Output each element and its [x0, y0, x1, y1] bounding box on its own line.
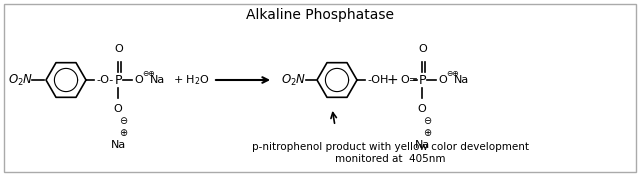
Text: -O-: -O-: [96, 75, 113, 85]
Text: O: O: [134, 75, 143, 85]
Text: O: O: [115, 44, 124, 54]
Text: ⊖⊕: ⊖⊕: [142, 68, 155, 77]
Text: O: O: [418, 104, 426, 114]
Text: + H$_2$O: + H$_2$O: [173, 73, 210, 87]
Text: p-nitrophenol product with yellow color development
monitored at  405nm: p-nitrophenol product with yellow color …: [252, 142, 529, 164]
Text: ⊖: ⊖: [119, 116, 127, 126]
Text: $O_2N$: $O_2N$: [281, 73, 307, 87]
Text: ⊕: ⊕: [423, 128, 431, 138]
Text: Na: Na: [414, 140, 429, 150]
Text: O=: O=: [400, 75, 418, 85]
Text: ⊖: ⊖: [423, 116, 431, 126]
Text: ⊖⊕: ⊖⊕: [446, 68, 459, 77]
Text: P: P: [419, 74, 426, 86]
Text: Na: Na: [110, 140, 125, 150]
Text: +: +: [386, 73, 398, 87]
Text: O: O: [114, 104, 122, 114]
Text: O: O: [438, 75, 447, 85]
Text: $O_2N$: $O_2N$: [8, 73, 33, 87]
Text: O: O: [419, 44, 428, 54]
Text: Alkaline Phosphatase: Alkaline Phosphatase: [246, 8, 394, 22]
Text: Na: Na: [150, 75, 165, 85]
Text: ⊕: ⊕: [119, 128, 127, 138]
Text: P: P: [115, 74, 122, 86]
Text: Na: Na: [454, 75, 469, 85]
Text: -OH: -OH: [367, 75, 388, 85]
